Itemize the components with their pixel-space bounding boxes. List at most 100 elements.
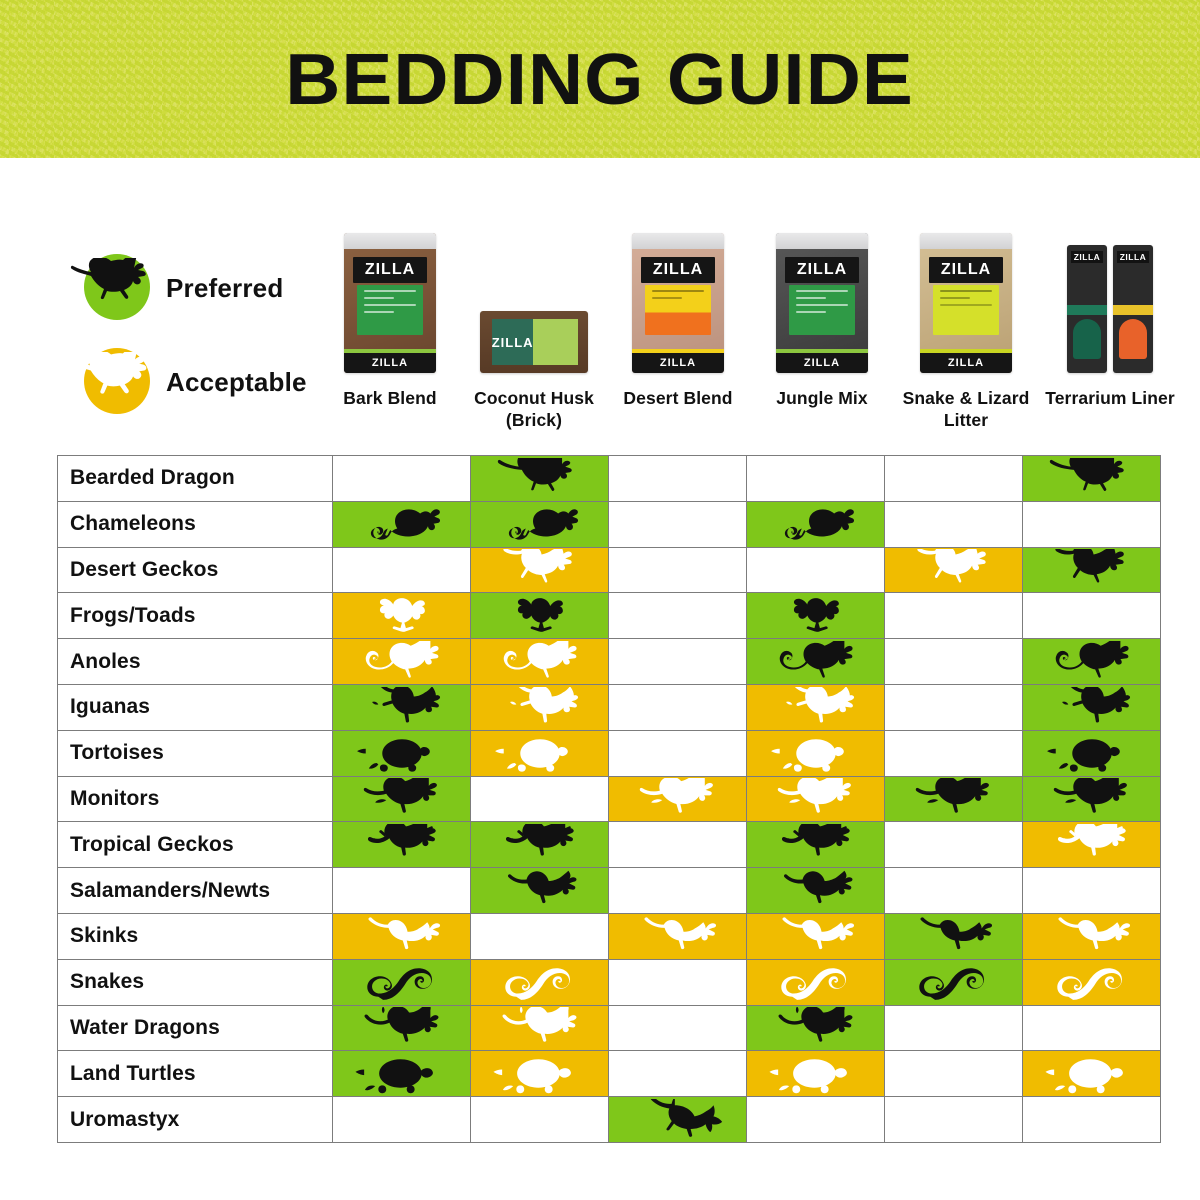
cell-pref[interactable]: [884, 958, 1023, 1006]
cell-none[interactable]: [884, 1050, 1023, 1098]
cell-acc[interactable]: [746, 1050, 885, 1098]
cell-acc[interactable]: [470, 729, 609, 777]
cell-none[interactable]: [470, 1096, 609, 1143]
cell-pref[interactable]: [1022, 455, 1161, 502]
cell-pref[interactable]: [332, 500, 471, 548]
table-row: Tortoises: [57, 729, 1161, 777]
cell-pref[interactable]: [332, 821, 471, 869]
cell-acc[interactable]: [470, 958, 609, 1006]
cell-none[interactable]: [608, 1004, 747, 1052]
cell-none[interactable]: [746, 455, 885, 502]
product-jungle-mix[interactable]: ZILLA ZILLA Jungle Mix: [750, 225, 894, 445]
cell-acc[interactable]: [332, 912, 471, 960]
cell-none[interactable]: [608, 546, 747, 594]
cell-none[interactable]: [884, 821, 1023, 869]
cell-pref[interactable]: [746, 592, 885, 640]
product-coconut-husk[interactable]: ZILLA Coconut Husk (Brick): [462, 225, 606, 445]
cell-none[interactable]: [1022, 867, 1161, 914]
cell-pref[interactable]: [1022, 638, 1161, 685]
cell-pref[interactable]: [1022, 729, 1161, 777]
cell-pref[interactable]: [470, 592, 609, 640]
cell-none[interactable]: [884, 729, 1023, 777]
cell-none[interactable]: [332, 1096, 471, 1143]
cell-acc[interactable]: [746, 683, 885, 731]
cell-none[interactable]: [1022, 1096, 1161, 1143]
cell-none[interactable]: [470, 912, 609, 960]
product-snake-lizard-litter[interactable]: ZILLA ZILLA Snake & Lizard Litter: [894, 225, 1038, 445]
cell-pref[interactable]: [746, 1004, 885, 1052]
cell-acc[interactable]: [332, 592, 471, 640]
cell-none[interactable]: [884, 592, 1023, 640]
cell-none[interactable]: [884, 455, 1023, 502]
cell-pref[interactable]: [332, 1050, 471, 1098]
cell-pref[interactable]: [884, 775, 1023, 823]
cell-none[interactable]: [608, 455, 747, 502]
cell-acc[interactable]: [1022, 958, 1161, 1006]
cell-none[interactable]: [608, 500, 747, 548]
cell-acc[interactable]: [470, 683, 609, 731]
product-terrarium-liner[interactable]: ZILLA ZILLA Terrarium Liner: [1038, 225, 1182, 445]
cell-pref[interactable]: [608, 1096, 747, 1143]
cell-none[interactable]: [884, 1004, 1023, 1052]
cell-acc[interactable]: [470, 1004, 609, 1052]
cell-acc[interactable]: [746, 775, 885, 823]
cell-none[interactable]: [608, 821, 747, 869]
cell-none[interactable]: [1022, 592, 1161, 640]
cell-none[interactable]: [746, 1096, 885, 1143]
cell-pref[interactable]: [332, 683, 471, 731]
cell-none[interactable]: [884, 867, 1023, 914]
cell-none[interactable]: [332, 867, 471, 914]
cell-none[interactable]: [884, 683, 1023, 731]
cell-acc[interactable]: [470, 638, 609, 685]
cell-pref[interactable]: [470, 455, 609, 502]
cell-pref[interactable]: [470, 500, 609, 548]
cell-pref[interactable]: [1022, 683, 1161, 731]
cell-pref[interactable]: [470, 821, 609, 869]
cell-acc[interactable]: [884, 546, 1023, 594]
cell-acc[interactable]: [470, 1050, 609, 1098]
cell-pref[interactable]: [746, 638, 885, 685]
table-row: Snakes: [57, 958, 1161, 1006]
brand-label: ZILLA: [929, 257, 1003, 283]
cell-pref[interactable]: [332, 729, 471, 777]
cell-none[interactable]: [884, 500, 1023, 548]
product-desert-blend[interactable]: ZILLA ZILLA Desert Blend: [606, 225, 750, 445]
cell-none[interactable]: [608, 958, 747, 1006]
brand-label: ZILLA: [1117, 251, 1149, 263]
cell-acc[interactable]: [608, 912, 747, 960]
cell-pref[interactable]: [884, 912, 1023, 960]
cell-none[interactable]: [608, 867, 747, 914]
cell-pref[interactable]: [470, 867, 609, 914]
cell-pref[interactable]: [332, 775, 471, 823]
cell-none[interactable]: [1022, 500, 1161, 548]
cell-none[interactable]: [608, 592, 747, 640]
cell-acc[interactable]: [1022, 1050, 1161, 1098]
cell-none[interactable]: [332, 546, 471, 594]
cell-none[interactable]: [746, 546, 885, 594]
cell-pref[interactable]: [1022, 775, 1161, 823]
cell-pref[interactable]: [1022, 546, 1161, 594]
cell-none[interactable]: [884, 1096, 1023, 1143]
cell-acc[interactable]: [746, 912, 885, 960]
cell-pref[interactable]: [332, 1004, 471, 1052]
cell-none[interactable]: [1022, 1004, 1161, 1052]
cell-acc[interactable]: [746, 729, 885, 777]
cell-none[interactable]: [332, 455, 471, 502]
cell-pref[interactable]: [746, 821, 885, 869]
cell-pref[interactable]: [332, 958, 471, 1006]
cell-none[interactable]: [608, 638, 747, 685]
cell-pref[interactable]: [746, 867, 885, 914]
cell-acc[interactable]: [1022, 912, 1161, 960]
cell-acc[interactable]: [332, 638, 471, 685]
cell-none[interactable]: [608, 683, 747, 731]
cell-none[interactable]: [608, 729, 747, 777]
cell-none[interactable]: [608, 1050, 747, 1098]
cell-acc[interactable]: [470, 546, 609, 594]
cell-none[interactable]: [470, 775, 609, 823]
cell-acc[interactable]: [1022, 821, 1161, 869]
cell-acc[interactable]: [608, 775, 747, 823]
product-bark-blend[interactable]: ZILLA ZILLA Bark Blend: [318, 225, 462, 445]
cell-pref[interactable]: [746, 500, 885, 548]
cell-none[interactable]: [884, 638, 1023, 685]
cell-acc[interactable]: [746, 958, 885, 1006]
